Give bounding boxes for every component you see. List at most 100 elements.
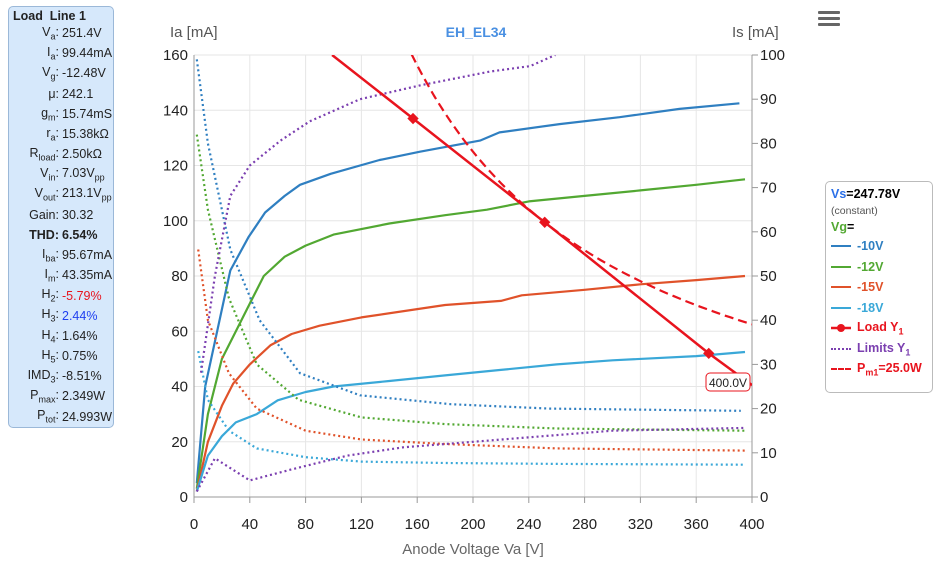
x-tick-label: 120 bbox=[349, 516, 374, 533]
info-row: Iba: 95.67mA bbox=[9, 245, 113, 265]
info-row: IMD3: -8.51% bbox=[9, 366, 113, 386]
y2-tick-label: 20 bbox=[760, 401, 777, 418]
info-value: 2.44% bbox=[62, 308, 98, 323]
y2-tick-label: 0 bbox=[760, 489, 768, 506]
info-key: Vg: bbox=[42, 65, 59, 82]
vg-label: Vg bbox=[831, 220, 847, 234]
legend-item[interactable]: -10V bbox=[826, 236, 932, 257]
annotation-label: 400.0V bbox=[709, 376, 747, 390]
info-key: THD: bbox=[29, 227, 59, 242]
legend-item[interactable]: -15V bbox=[826, 277, 932, 298]
y2-axis-title: Is [mA] bbox=[732, 24, 779, 41]
series--18v bbox=[195, 350, 746, 492]
info-value: -5.79% bbox=[62, 288, 102, 303]
vs-label: Vs bbox=[831, 187, 847, 201]
y2-tick-label: 80 bbox=[760, 135, 777, 152]
x-axis-title: Anode Voltage Va [V] bbox=[402, 541, 544, 558]
info-title: Load Line 1 bbox=[13, 9, 86, 23]
info-key: ra: bbox=[46, 125, 59, 143]
info-row: Vout: 213.1Vpp bbox=[9, 185, 113, 205]
info-key: Pmax: bbox=[30, 388, 59, 405]
info-row: Ia: 99.44mA bbox=[9, 43, 113, 63]
y-tick-label: 60 bbox=[171, 323, 188, 340]
info-value: 15.74mS bbox=[62, 106, 113, 121]
y2-tick-label: 70 bbox=[760, 180, 777, 197]
menu-icon[interactable] bbox=[818, 8, 840, 29]
x-tick-label: 160 bbox=[405, 516, 430, 533]
series-limits-y1-lower- bbox=[195, 426, 746, 493]
info-value: 242.1 bbox=[62, 86, 94, 101]
info-value: 99.44mA bbox=[62, 46, 113, 61]
info-key: Ia: bbox=[47, 45, 59, 62]
x-tick-label: 400 bbox=[739, 516, 764, 533]
series-limits-y1 bbox=[199, 55, 556, 373]
y-tick-label: 80 bbox=[171, 268, 188, 285]
info-value: 24.993W bbox=[62, 409, 113, 424]
info-row: ra: 15.38kΩ bbox=[9, 124, 113, 144]
series-is-10v bbox=[195, 59, 741, 412]
y2-tick-label: 10 bbox=[760, 445, 777, 462]
info-key: H2: bbox=[41, 287, 59, 304]
info-key: Ptot: bbox=[37, 408, 59, 425]
info-value: 43.35mA bbox=[62, 268, 113, 283]
legend-item[interactable]: Load Y1 bbox=[826, 318, 932, 339]
info-key: Gain: bbox=[29, 207, 59, 222]
info-row: Vin: 7.03Vpp bbox=[9, 164, 113, 184]
y-tick-label: 40 bbox=[171, 379, 188, 396]
legend-label: Limits Y1 bbox=[857, 340, 911, 358]
info-row: gm: 15.74mS bbox=[9, 104, 113, 124]
legend-item[interactable]: Limits Y1 bbox=[826, 339, 932, 360]
legend-label: -15V bbox=[857, 280, 884, 295]
y2-tick-label: 40 bbox=[760, 312, 777, 329]
info-row: THD: 6.54% bbox=[9, 225, 113, 245]
info-key: Iba: bbox=[42, 246, 59, 264]
info-key: gm: bbox=[41, 105, 59, 123]
load-line-marker bbox=[703, 347, 715, 360]
x-tick-label: 240 bbox=[516, 516, 541, 533]
x-tick-label: 40 bbox=[241, 516, 258, 533]
series--12v bbox=[195, 178, 746, 489]
info-key: H3: bbox=[41, 307, 59, 324]
info-value: 213.1Vpp bbox=[62, 186, 112, 203]
info-row: H3: 2.44% bbox=[9, 306, 113, 326]
series-is-12v bbox=[195, 134, 746, 432]
legend-item[interactable]: Pm1=25.0W bbox=[826, 359, 932, 380]
legend-item[interactable]: -18V bbox=[826, 298, 932, 319]
info-value: 30.32 bbox=[62, 207, 94, 222]
legend-item[interactable]: -12V bbox=[826, 257, 932, 278]
info-value: 1.64% bbox=[62, 328, 98, 343]
y2-tick-label: 50 bbox=[760, 268, 777, 285]
y-tick-label: 140 bbox=[163, 102, 188, 119]
y2-tick-label: 100 bbox=[760, 47, 785, 64]
info-row: Rload: 2.50kΩ bbox=[9, 144, 113, 164]
info-row: H5: 0.75% bbox=[9, 346, 113, 366]
info-row: H4: 1.64% bbox=[9, 326, 113, 346]
series-is-18v bbox=[197, 350, 746, 466]
series-is-15v bbox=[197, 249, 746, 452]
info-value: 2.349W bbox=[62, 389, 106, 404]
series-pm1-25-0w bbox=[410, 55, 752, 326]
info-key: Im: bbox=[44, 267, 59, 284]
info-value: 7.03Vpp bbox=[62, 166, 105, 183]
legend-label: -12V bbox=[857, 259, 884, 274]
y-tick-label: 120 bbox=[163, 158, 188, 175]
info-value: 6.54% bbox=[62, 227, 98, 242]
x-tick-label: 320 bbox=[628, 516, 653, 533]
chart-title: EH_EL34 bbox=[446, 24, 507, 40]
info-key: Vout: bbox=[34, 186, 59, 203]
info-value: 95.67mA bbox=[62, 248, 113, 263]
annotation-box bbox=[705, 372, 751, 392]
info-key: Vin: bbox=[40, 166, 59, 183]
info-value: -12.48V bbox=[62, 66, 106, 81]
legend-label: -10V bbox=[857, 239, 884, 254]
info-key: Va: bbox=[42, 24, 59, 42]
info-row: Pmax: 2.349W bbox=[9, 386, 113, 406]
x-tick-label: 0 bbox=[190, 516, 198, 533]
info-row: Va: 251.4V bbox=[9, 23, 113, 43]
y2-tick-label: 30 bbox=[760, 356, 777, 373]
info-row: μ: 242.1 bbox=[9, 84, 113, 104]
vs-value: =247.78V bbox=[846, 187, 901, 201]
legend-label: -18V bbox=[857, 300, 884, 315]
y2-tick-label: 90 bbox=[760, 91, 777, 108]
